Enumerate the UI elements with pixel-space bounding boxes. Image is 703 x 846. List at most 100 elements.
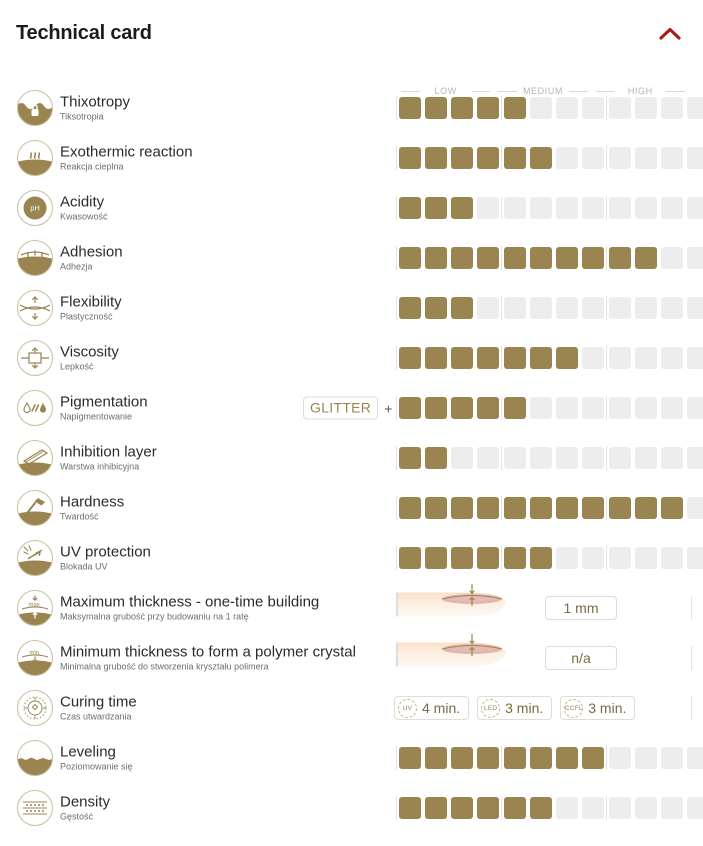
- meter-cell-empty: [661, 447, 683, 469]
- meter-cell-filled: [451, 147, 473, 169]
- svg-text:max.: max.: [28, 603, 41, 609]
- property-row: Flexibility Plastyczność: [0, 283, 703, 333]
- meter-cell-filled: [425, 197, 447, 219]
- meter-cell-empty: [635, 197, 657, 219]
- meter-cell-empty: [582, 347, 604, 369]
- meter-group-divider: [501, 96, 502, 120]
- meter-cell-empty: [635, 747, 657, 769]
- meter-group-divider: [606, 146, 607, 170]
- property-label-block: Viscosity Lepkość: [60, 344, 119, 371]
- property-name: Hardness: [60, 493, 125, 511]
- property-name: Exothermic reaction: [60, 143, 193, 161]
- meter-cell-empty: [661, 297, 683, 319]
- meter-group-divider: [396, 96, 397, 120]
- meter-group-divider: [396, 246, 397, 270]
- property-row: Hardness Twardość: [0, 483, 703, 533]
- scale-group-label: HIGH: [627, 86, 653, 96]
- meter-cell-empty: [661, 247, 683, 269]
- scale-group-low: LOW: [397, 84, 494, 98]
- meter-cell-filled: [425, 247, 447, 269]
- meter-group-divider: [606, 96, 607, 120]
- thixotropy-icon: [16, 89, 54, 127]
- property-row: pH Acidity Kwasowość: [0, 183, 703, 233]
- property-name: Viscosity: [60, 343, 119, 361]
- meter-cell-empty: [582, 397, 604, 419]
- property-name: Adhesion: [60, 243, 123, 261]
- meter-cell-empty: [530, 297, 552, 319]
- meter-cell-empty: [582, 297, 604, 319]
- meter-cell-filled: [477, 747, 499, 769]
- meter-cell-filled: [451, 97, 473, 119]
- meter-cell-filled: [582, 497, 604, 519]
- meter-cell-empty: [477, 297, 499, 319]
- adhesion-icon: [16, 239, 54, 277]
- meter-group-divider: [396, 296, 397, 320]
- meter-cell-filled: [530, 497, 552, 519]
- property-name: Density: [60, 793, 111, 811]
- scale-group-medium: MEDIUM: [494, 84, 591, 98]
- meter-cell-filled: [477, 497, 499, 519]
- meter-cell-empty: [661, 147, 683, 169]
- meter-cell-empty: [609, 447, 631, 469]
- property-name: Leveling: [60, 743, 116, 761]
- collapse-toggle-button[interactable]: [655, 18, 685, 48]
- meter-cell-empty: [635, 447, 657, 469]
- meter-cell-empty: [477, 447, 499, 469]
- hardness-icon: [16, 489, 54, 527]
- scale-group-label: MEDIUM: [522, 86, 564, 96]
- meter-end-divider: [691, 696, 692, 720]
- meter-cell-empty: [609, 547, 631, 569]
- property-row: min. Minimum thickness to form a polymer …: [0, 633, 703, 683]
- property-label-block: Curing time Czas utwardzania: [60, 694, 137, 721]
- max-thickness-icon: max.: [16, 589, 54, 627]
- meter-cell-filled: [530, 147, 552, 169]
- meter-cell-filled: [504, 347, 526, 369]
- meter-group-divider: [501, 496, 502, 520]
- property-label-block: Adhesion Adhezja: [60, 244, 123, 271]
- thickness-value: n/a: [545, 646, 617, 670]
- meter-group-divider: [501, 346, 502, 370]
- property-row: Pigmentation Napigmentowanie GLITTER +: [0, 383, 703, 433]
- property-name-translation: Minimalna grubość do stworzenia kryształ…: [60, 661, 269, 672]
- meter-cell-empty: [635, 797, 657, 819]
- meter-cell-filled: [451, 297, 473, 319]
- meter-cell-filled: [477, 797, 499, 819]
- property-name: Inhibition layer: [60, 443, 157, 461]
- level-meter: [394, 145, 703, 171]
- meter-cell-empty: [556, 97, 578, 119]
- meter-group-divider: [501, 396, 502, 420]
- meter-cell-empty: [556, 197, 578, 219]
- property-name-translation: Adhezja: [60, 261, 93, 272]
- property-name: Maximum thickness - one-time building: [60, 593, 320, 611]
- property-label-block: Acidity Kwasowość: [60, 194, 108, 221]
- meter-cell-filled: [399, 97, 421, 119]
- meter-cell-empty: [504, 297, 526, 319]
- meter-cell-filled: [425, 497, 447, 519]
- meter-cell-filled: [504, 97, 526, 119]
- meter-cell-filled: [451, 247, 473, 269]
- meter-cell-empty: [687, 147, 703, 169]
- uv-protection-icon: [16, 539, 54, 577]
- scale-header: LOW MEDIUM HIGH: [397, 84, 689, 98]
- meter-group-divider: [606, 746, 607, 770]
- min-thickness-icon: min.: [16, 639, 54, 677]
- meter-cell-filled: [582, 247, 604, 269]
- property-name-translation: Kwasowość: [60, 211, 108, 222]
- meter-group-divider: [501, 796, 502, 820]
- meter-end-divider: [691, 596, 692, 620]
- meter-cell-empty: [530, 197, 552, 219]
- lamp-cure-duration: 3 min.: [505, 700, 544, 716]
- meter-cell-empty: [635, 97, 657, 119]
- meter-cell-filled: [504, 247, 526, 269]
- meter-cell-filled: [399, 797, 421, 819]
- meter-cell-empty: [609, 297, 631, 319]
- meter-cell-empty: [530, 447, 552, 469]
- meter-cell-filled: [399, 297, 421, 319]
- meter-cell-empty: [687, 247, 703, 269]
- lamp-type-icon: UV: [398, 698, 417, 718]
- scale-group-high: HIGH: [592, 84, 689, 98]
- meter-group-divider: [606, 346, 607, 370]
- pigmentation-icon: [16, 389, 54, 427]
- property-row: Viscosity Lepkość: [0, 333, 703, 383]
- meter-cell-filled: [556, 247, 578, 269]
